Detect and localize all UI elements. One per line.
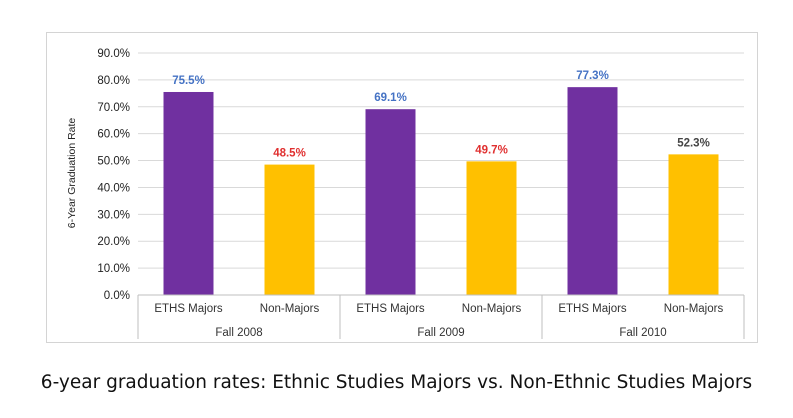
- y-tick-label: 30.0%: [97, 209, 130, 221]
- y-axis-title: 6-Year Graduation Rate: [66, 118, 78, 229]
- y-axis-ticks: 0.0% 10.0% 20.0% 30.0% 40.0% 50.0% 60.0% 70.0% 8…: [97, 48, 130, 302]
- y-tick-label: 60.0%: [97, 129, 130, 141]
- bar: [365, 109, 416, 295]
- bars: 75.5% 48.5% 69.1% 49.7% 77.3% 52.3%: [163, 70, 719, 295]
- x-category-label: Non-Majors: [664, 303, 724, 315]
- x-category-label: Non-Majors: [462, 303, 522, 315]
- chart-caption: 6-year graduation rates: Ethnic Studies …: [40, 372, 753, 393]
- y-tick-label: 50.0%: [97, 156, 130, 168]
- data-label: 49.7%: [475, 144, 508, 156]
- y-tick-label: 10.0%: [97, 263, 130, 275]
- y-tick-label: 0.0%: [104, 290, 130, 302]
- y-tick-label: 90.0%: [97, 48, 130, 60]
- data-label: 48.5%: [273, 148, 306, 160]
- bar-chart: 0.0% 10.0% 20.0% 30.0% 40.0% 50.0% 60.0% 70.0% 8…: [66, 48, 745, 339]
- x-category-label: Non-Majors: [260, 303, 320, 315]
- y-tick-label: 70.0%: [97, 102, 130, 114]
- chart-frame: 0.0% 10.0% 20.0% 30.0% 40.0% 50.0% 60.0% 70.0% 8…: [46, 32, 758, 343]
- x-category-label: ETHS Majors: [558, 303, 627, 315]
- x-group-label: Fall 2010: [619, 327, 666, 339]
- y-tick-label: 20.0%: [97, 236, 130, 248]
- x-axis: ETHS Majors Non-Majors Fall 2008 ETHS Major…: [137, 294, 745, 339]
- bar: [163, 91, 214, 295]
- bar: [668, 154, 719, 295]
- data-label: 69.1%: [374, 92, 407, 104]
- bar: [567, 87, 618, 295]
- data-label: 75.5%: [172, 75, 205, 87]
- x-category-label: ETHS Majors: [356, 303, 425, 315]
- x-group-label: Fall 2008: [215, 327, 262, 339]
- x-group-label: Fall 2009: [417, 327, 464, 339]
- data-label: 77.3%: [576, 70, 609, 82]
- bar: [466, 161, 517, 295]
- bar: [264, 164, 315, 295]
- data-label: 52.3%: [677, 137, 710, 149]
- gridlines: [138, 52, 744, 269]
- y-tick-label: 80.0%: [97, 75, 130, 87]
- y-tick-label: 40.0%: [97, 182, 130, 194]
- x-category-label: ETHS Majors: [154, 303, 223, 315]
